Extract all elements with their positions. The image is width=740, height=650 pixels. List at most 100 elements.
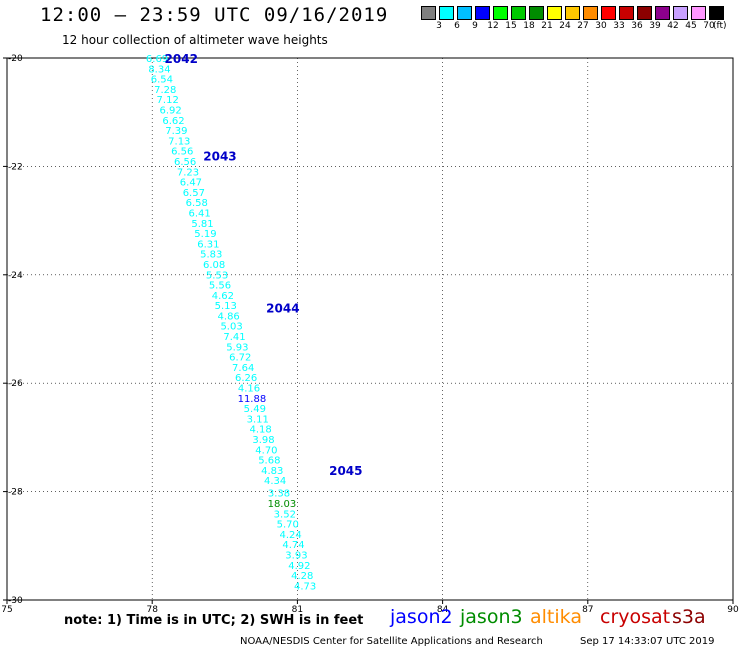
scale-swatch bbox=[583, 6, 598, 20]
swh-observation: 5.70 bbox=[277, 520, 299, 531]
legend-item-s3a: s3a bbox=[672, 606, 706, 628]
scale-label: 36 bbox=[631, 21, 643, 31]
legend-item-jason3: jason3 bbox=[460, 606, 523, 628]
x-tick-label: 87 bbox=[582, 605, 593, 615]
swh-observation: 6.62 bbox=[162, 116, 184, 127]
swh-observation: 7.28 bbox=[154, 85, 176, 96]
swh-observation: 4.16 bbox=[238, 384, 260, 395]
scale-label: 27 bbox=[577, 21, 589, 31]
scale-label: 12 bbox=[487, 21, 499, 31]
x-tick-label: 81 bbox=[292, 605, 303, 615]
page-title: 12:00 – 23:59 UTC 09/16/2019 bbox=[40, 4, 389, 26]
scale-label: 70 bbox=[703, 21, 715, 31]
swh-observation: 4.34 bbox=[264, 476, 286, 487]
swh-observation: 5.93 bbox=[226, 342, 248, 353]
page-subtitle: 12 hour collection of altimeter wave hei… bbox=[62, 33, 328, 47]
swh-observation: 11.88 bbox=[238, 394, 267, 405]
swh-observation: 6.72 bbox=[229, 353, 251, 364]
swh-observation: 4.73 bbox=[294, 581, 316, 592]
credit-line: NOAA/NESDIS Center for Satellite Applica… bbox=[240, 636, 543, 647]
swh-observation: 6.92 bbox=[159, 105, 181, 116]
swh-observation: 6.41 bbox=[188, 208, 210, 219]
scale-label: 42 bbox=[667, 21, 679, 31]
swh-observation: 7.23 bbox=[177, 167, 199, 178]
swh-observation: 5.03 bbox=[220, 322, 242, 333]
swh-observation: 6.54 bbox=[151, 75, 173, 86]
scale-swatch bbox=[655, 6, 670, 20]
swh-observation: 3.38 bbox=[268, 489, 290, 500]
scale-label: 21 bbox=[541, 21, 553, 31]
scale-swatch bbox=[619, 6, 634, 20]
scale-label: 3 bbox=[436, 21, 442, 31]
scale-label: 39 bbox=[649, 21, 661, 31]
swh-observation: 6.08 bbox=[203, 260, 225, 271]
swh-observation: 6.69 bbox=[146, 54, 168, 65]
swh-observation: 4.62 bbox=[212, 291, 234, 302]
scale-swatch bbox=[421, 6, 436, 20]
generated-timestamp: Sep 17 14:33:07 UTC 2019 bbox=[580, 636, 715, 647]
scale-label: 45 bbox=[685, 21, 697, 31]
swh-observation: 4.18 bbox=[249, 425, 271, 436]
swh-observation: 6.31 bbox=[197, 239, 219, 250]
scale-label: 9 bbox=[472, 21, 478, 31]
x-tick-label: 90 bbox=[727, 605, 739, 615]
y-tick-label: -26 bbox=[8, 379, 23, 389]
scale-swatch bbox=[457, 6, 472, 20]
legend-item-jason2: jason2 bbox=[390, 606, 453, 628]
swh-observation: 4.83 bbox=[261, 466, 283, 477]
swh-observation: 5.19 bbox=[194, 229, 216, 240]
swh-observation: 3.52 bbox=[274, 509, 296, 520]
swh-observation: 5.49 bbox=[244, 404, 266, 415]
scale-swatch bbox=[637, 6, 652, 20]
swh-observation: 4.92 bbox=[288, 561, 310, 572]
scale-swatch bbox=[511, 6, 526, 20]
scale-unit: (ft) bbox=[713, 21, 727, 31]
y-tick-label: -22 bbox=[8, 162, 23, 172]
swh-observation: 6.26 bbox=[235, 373, 257, 384]
swh-observation: 6.56 bbox=[171, 147, 193, 158]
swh-observation: 5.56 bbox=[209, 281, 231, 292]
swh-observation: 3.98 bbox=[252, 435, 274, 446]
swh-observation: 8.34 bbox=[148, 64, 170, 75]
swh-observation: 5.81 bbox=[191, 219, 213, 230]
legend-item-cryosat: cryosat bbox=[600, 606, 671, 628]
swh-observation: 6.57 bbox=[183, 188, 205, 199]
swh-observation: 4.28 bbox=[291, 571, 313, 582]
scale-swatch bbox=[601, 6, 616, 20]
x-tick-label: 75 bbox=[1, 605, 12, 615]
footer-note: note: 1) Time is in UTC; 2) SWH is in fe… bbox=[64, 613, 364, 628]
swh-observation: 4.70 bbox=[255, 445, 277, 456]
swh-observation: 4.24 bbox=[279, 530, 301, 541]
swh-observation: 4.86 bbox=[218, 311, 240, 322]
swh-observation: 3.93 bbox=[285, 550, 307, 561]
scale-swatch bbox=[439, 6, 454, 20]
x-tick-label: 84 bbox=[437, 605, 449, 615]
swh-observation: 7.12 bbox=[157, 95, 179, 106]
pass-number-label: 2043 bbox=[203, 150, 236, 164]
y-tick-label: -20 bbox=[8, 54, 23, 64]
swh-observation: 3.11 bbox=[247, 414, 269, 425]
swh-observation: 7.64 bbox=[232, 363, 254, 374]
scale-label: 18 bbox=[523, 21, 535, 31]
map-frame bbox=[6, 57, 734, 601]
scale-swatch bbox=[709, 6, 724, 20]
swh-observation: 5.53 bbox=[206, 270, 228, 281]
scale-swatch bbox=[673, 6, 688, 20]
scale-swatch bbox=[493, 6, 508, 20]
scale-swatch bbox=[529, 6, 544, 20]
swh-observation: 5.13 bbox=[215, 301, 237, 312]
pass-number-label: 2045 bbox=[329, 464, 362, 478]
swh-observation: 6.47 bbox=[180, 178, 202, 189]
scale-label: 24 bbox=[559, 21, 571, 31]
y-tick-label: -28 bbox=[8, 488, 23, 498]
swh-observation: 4.74 bbox=[282, 540, 304, 551]
swh-observation: 5.68 bbox=[258, 456, 280, 467]
swh-observation: 7.13 bbox=[168, 136, 190, 147]
scale-label: 15 bbox=[505, 21, 517, 31]
scale-swatch bbox=[691, 6, 706, 20]
swh-observation: 5.83 bbox=[200, 250, 222, 261]
scale-label: 6 bbox=[454, 21, 460, 31]
scale-swatch bbox=[547, 6, 562, 20]
swh-observation: 6.58 bbox=[186, 198, 208, 209]
